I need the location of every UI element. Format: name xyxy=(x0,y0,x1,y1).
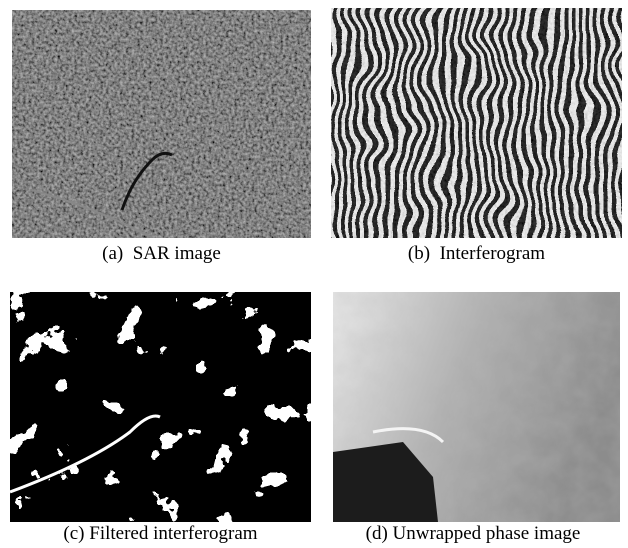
caption: (d) Unwrapped phase image xyxy=(318,523,628,545)
interferogram xyxy=(331,8,622,238)
sar-image xyxy=(12,10,311,238)
caption: (c) Filtered interferogram xyxy=(10,523,311,545)
caption: (a) SAR image xyxy=(12,243,311,265)
unwrapped-phase-image xyxy=(333,292,620,522)
filtered-interferogram xyxy=(10,292,311,522)
figure: (a) SAR image (b) Interferogram (c) Filt… xyxy=(0,0,628,548)
caption: (b) Interferogram xyxy=(331,243,622,265)
